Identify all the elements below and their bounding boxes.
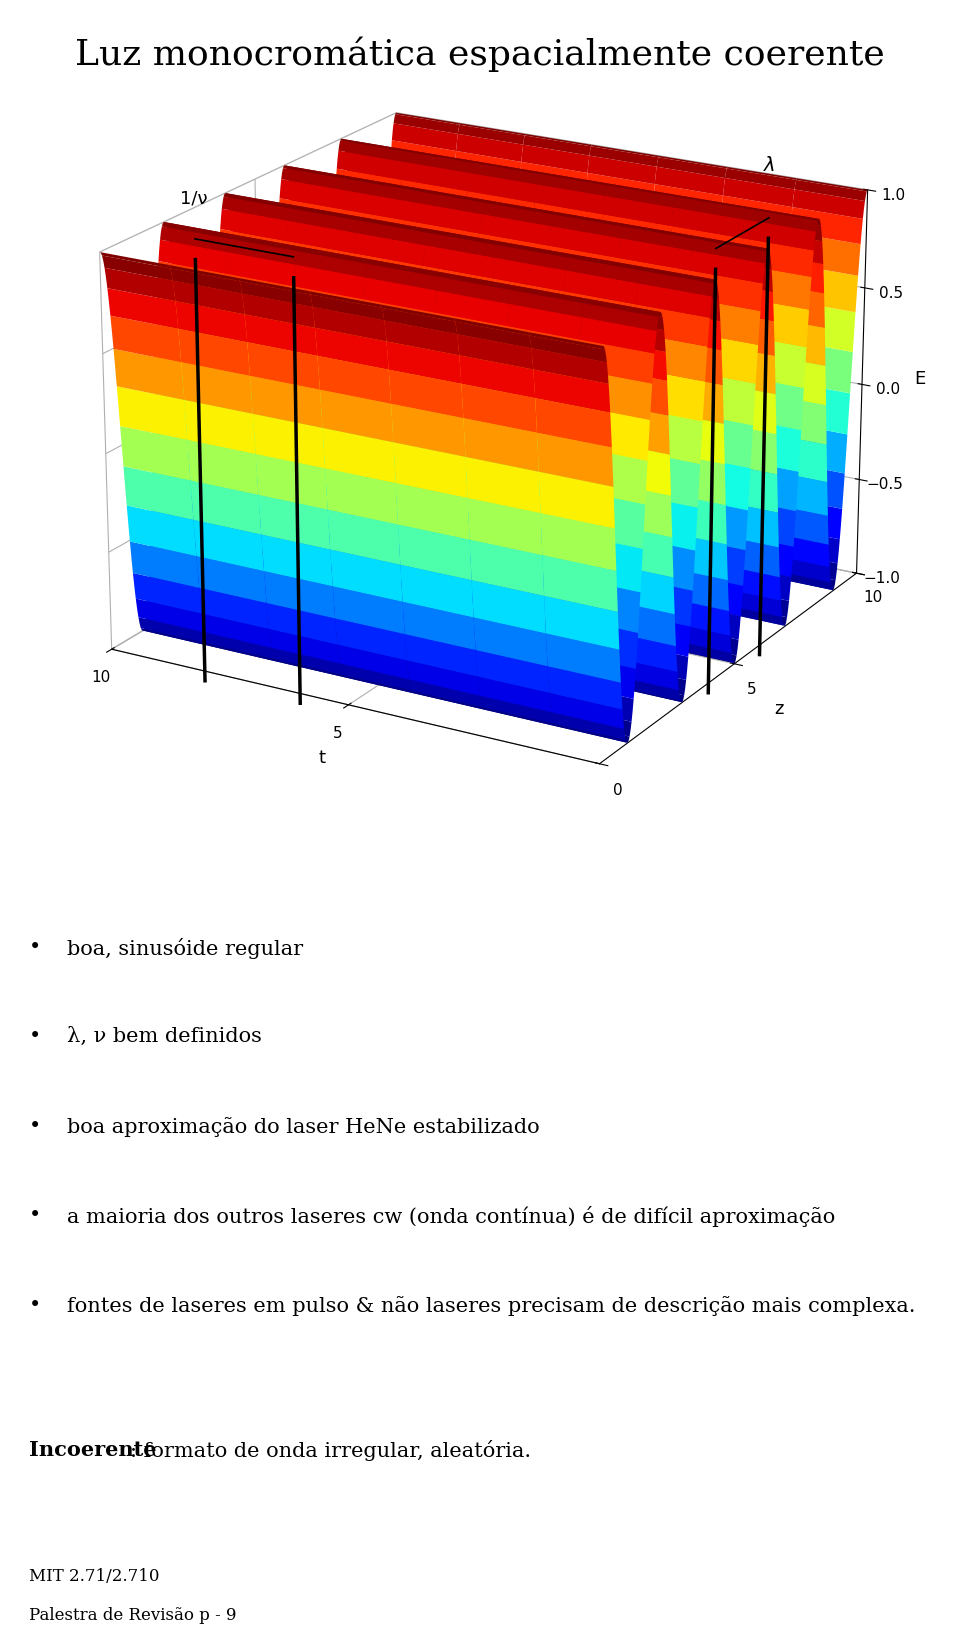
- Text: : formato de onda irregular, aleatória.: : formato de onda irregular, aleatória.: [130, 1440, 531, 1461]
- Text: Palestra de Revisão p - 9: Palestra de Revisão p - 9: [29, 1607, 236, 1623]
- Text: MIT 2.71/2.710: MIT 2.71/2.710: [29, 1568, 159, 1586]
- Text: •: •: [29, 937, 41, 957]
- Text: a maioria dos outros laseres cw (onda contínua) é de difícil aproximação: a maioria dos outros laseres cw (onda co…: [67, 1206, 835, 1227]
- Text: Incoerente: Incoerente: [29, 1440, 156, 1459]
- Text: boa aproximação do laser HeNe estabilizado: boa aproximação do laser HeNe estabiliza…: [67, 1117, 540, 1137]
- Text: •: •: [29, 1296, 41, 1315]
- Text: •: •: [29, 1117, 41, 1135]
- Text: λ, ν bem definidos: λ, ν bem definidos: [67, 1027, 262, 1047]
- Text: Luz monocromática espacialmente coerente: Luz monocromática espacialmente coerente: [75, 36, 885, 72]
- Y-axis label: z: z: [774, 699, 783, 717]
- Text: •: •: [29, 1206, 41, 1225]
- X-axis label: t: t: [319, 750, 325, 768]
- Text: fontes de laseres em pulso & não laseres precisam de descrição mais complexa.: fontes de laseres em pulso & não laseres…: [67, 1296, 916, 1315]
- Text: •: •: [29, 1027, 41, 1047]
- Text: boa, sinusóide regular: boa, sinusóide regular: [67, 937, 303, 958]
